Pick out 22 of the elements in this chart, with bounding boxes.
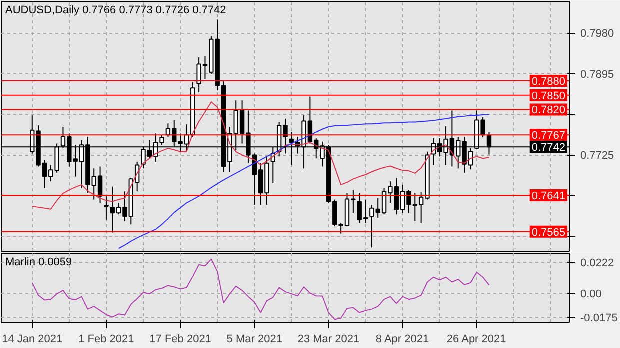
ref-line-label: 0.7565 [532, 226, 566, 239]
chart-title: AUDUSD,Daily 0.7766 0.7773 0.7726 0.7742 [6, 4, 226, 16]
chart-title: Marlin 0.0059 [6, 256, 72, 268]
x-tick-label: 5 Mar 2021 [226, 334, 282, 346]
x-tick-label: 23 Mar 2021 [298, 334, 360, 346]
y-tick-label: 0.00 [580, 288, 602, 300]
ref-line-label: 0.7880 [532, 76, 566, 88]
x-tick-label: 26 Apr 2021 [446, 334, 506, 346]
ref-line-label: 0.7641 [532, 190, 566, 202]
y-tick-label: 0.7980 [580, 28, 614, 40]
ref-line-label: 0.7820 [532, 104, 566, 117]
x-tick-label: 8 Apr 2021 [376, 334, 430, 346]
y-tick-label: 0.7895 [580, 68, 614, 81]
ref-line-label: 0.7742 [532, 142, 566, 154]
ref-line-label: 0.7850 [532, 90, 566, 102]
y-tick-label: 0.7725 [580, 150, 614, 162]
y-tick-label: 0.0222 [580, 258, 614, 270]
ref-line-label: 0.7767 [532, 130, 566, 142]
y-tick-label: -0.0175 [580, 312, 618, 325]
x-tick-label: 14 Jan 2021 [2, 334, 63, 346]
x-tick-label: 17 Feb 2021 [150, 334, 212, 346]
x-tick-label: 1 Feb 2021 [78, 334, 134, 346]
